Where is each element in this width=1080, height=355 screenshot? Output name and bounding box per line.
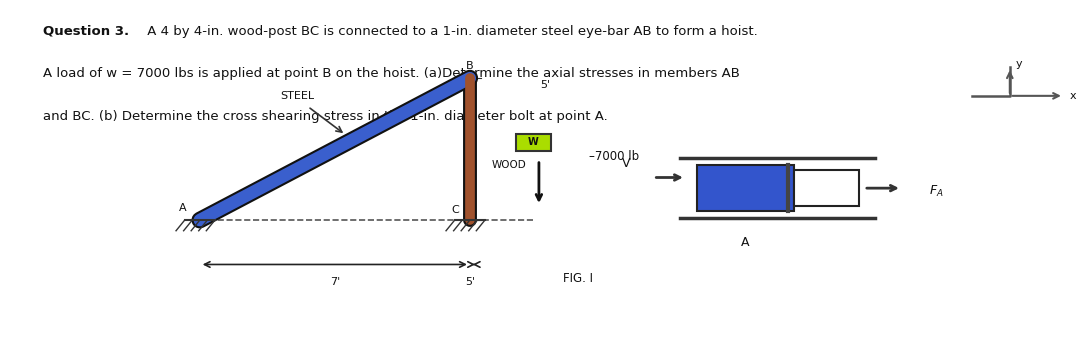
Text: A: A (741, 236, 750, 249)
Text: 5': 5' (464, 277, 475, 287)
Text: A: A (179, 203, 187, 213)
Bar (697, 165, 794, 211)
Text: and BC. (b) Determine the cross shearing stress in the 1-in. diameter bolt at po: and BC. (b) Determine the cross shearing… (43, 110, 608, 123)
Text: WOOD: WOOD (491, 160, 526, 170)
Text: y: y (1015, 59, 1022, 69)
Text: V: V (622, 157, 631, 170)
Text: Question 3.: Question 3. (43, 25, 130, 38)
Text: x: x (1069, 91, 1076, 101)
Bar (794, 170, 859, 206)
Text: B: B (465, 61, 474, 71)
Text: STEEL: STEEL (280, 91, 314, 101)
Bar (516, 134, 551, 151)
Text: –7000 lb: –7000 lb (589, 150, 638, 163)
Text: 5': 5' (540, 80, 550, 90)
Text: $F_A$: $F_A$ (929, 184, 944, 199)
Text: W: W (528, 137, 539, 147)
Text: A 4 by 4-in. wood-post BC is connected to a 1-in. diameter steel eye-bar AB to f: A 4 by 4-in. wood-post BC is connected t… (143, 25, 757, 38)
Text: A load of w = 7000 lbs is applied at point B on the hoist. (a)Determine the axia: A load of w = 7000 lbs is applied at poi… (43, 67, 740, 81)
Text: C: C (451, 205, 459, 215)
Text: 7': 7' (329, 277, 340, 287)
Text: FIG. I: FIG. I (563, 272, 593, 285)
